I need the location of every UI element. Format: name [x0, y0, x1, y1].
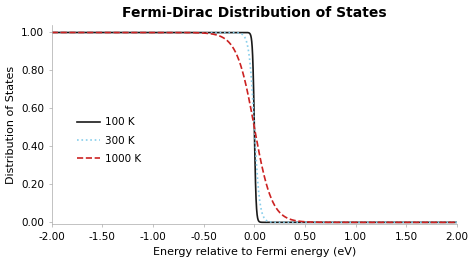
- 300 K: [247, 60, 253, 63]
- 300 K: [128, 31, 134, 34]
- Line: 1000 K: 1000 K: [52, 33, 457, 222]
- 300 K: [49, 31, 55, 34]
- Line: 100 K: 100 K: [52, 33, 457, 222]
- 100 K: [66, 31, 72, 34]
- 1000 K: [51, 31, 56, 34]
- X-axis label: Energy relative to Fermi energy (eV): Energy relative to Fermi energy (eV): [153, 247, 356, 257]
- 1000 K: [49, 31, 55, 34]
- 1000 K: [454, 221, 460, 224]
- 100 K: [433, 221, 438, 224]
- 300 K: [73, 31, 79, 34]
- Line: 300 K: 300 K: [52, 33, 457, 222]
- 300 K: [433, 221, 438, 224]
- 100 K: [49, 31, 55, 34]
- 1000 K: [66, 31, 72, 34]
- 300 K: [454, 221, 460, 224]
- Y-axis label: Distribution of States: Distribution of States: [6, 65, 16, 184]
- Title: Fermi-Dirac Distribution of States: Fermi-Dirac Distribution of States: [122, 6, 387, 19]
- 100 K: [128, 31, 134, 34]
- 1000 K: [128, 31, 134, 34]
- 1000 K: [247, 102, 253, 105]
- Legend: 100 K, 300 K, 1000 K: 100 K, 300 K, 1000 K: [73, 113, 146, 168]
- 100 K: [73, 31, 79, 34]
- 1000 K: [73, 31, 79, 34]
- 100 K: [51, 31, 56, 34]
- 300 K: [51, 31, 56, 34]
- 100 K: [247, 32, 253, 35]
- 300 K: [66, 31, 72, 34]
- 1000 K: [433, 221, 438, 224]
- 100 K: [454, 221, 460, 224]
